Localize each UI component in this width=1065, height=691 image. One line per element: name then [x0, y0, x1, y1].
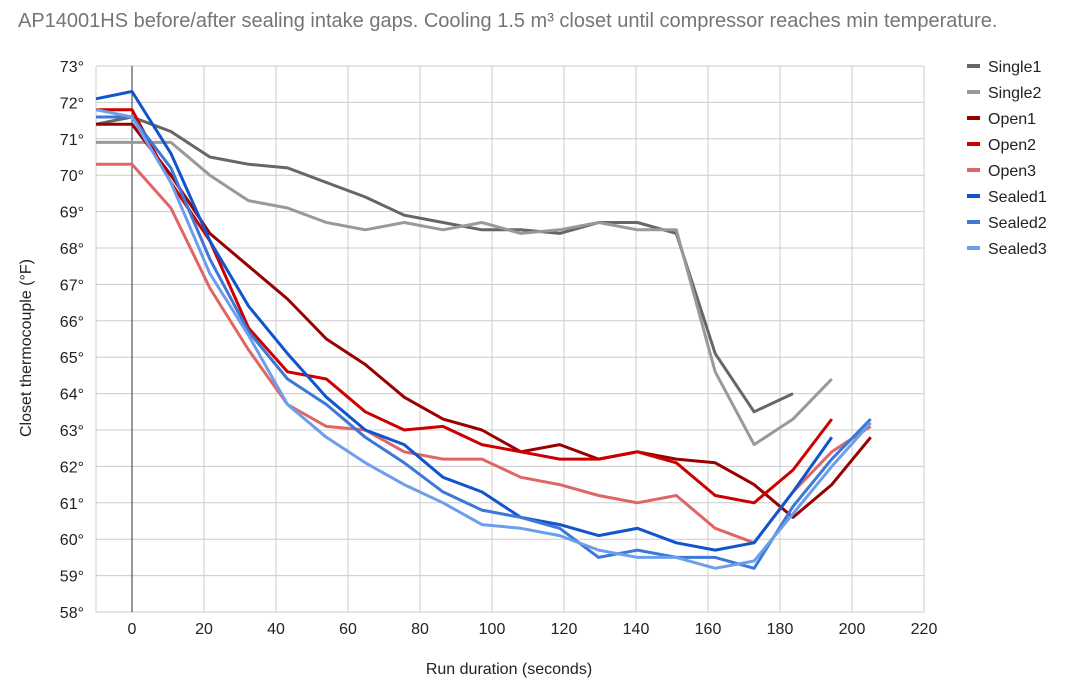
y-tick-label: 67° — [60, 277, 84, 294]
y-tick-label: 72° — [60, 95, 84, 112]
x-tick-label: 60 — [339, 621, 357, 638]
y-tick-label: 58° — [60, 605, 84, 622]
legend-label: Open1 — [988, 111, 1036, 128]
series-line-open1 — [96, 122, 872, 519]
series-line-single1 — [95, 115, 794, 414]
y-tick-label: 73° — [60, 59, 84, 76]
y-tick-label: 65° — [60, 350, 84, 367]
x-axis-label: Run duration (seconds) — [426, 661, 592, 678]
x-tick-label: 80 — [411, 621, 429, 638]
legend-label: Single1 — [988, 59, 1041, 76]
y-tick-label: 66° — [60, 314, 84, 331]
x-tick-label: 140 — [623, 621, 650, 638]
x-tick-label: 40 — [267, 621, 285, 638]
legend-label: Sealed3 — [988, 241, 1047, 258]
legend-label: Open3 — [988, 163, 1036, 180]
legend-label: Open2 — [988, 137, 1036, 154]
x-tick-label: 120 — [551, 621, 578, 638]
y-tick-label: 61° — [60, 496, 84, 513]
legend-label: Sealed1 — [988, 189, 1047, 206]
y-tick-label: 68° — [60, 241, 84, 258]
y-tick-label: 69° — [60, 205, 84, 222]
y-tick-label: 59° — [60, 569, 84, 586]
x-tick-label: 0 — [128, 621, 137, 638]
series-line-open3 — [96, 162, 872, 545]
series-line-open2 — [96, 108, 833, 505]
x-tick-label: 100 — [479, 621, 506, 638]
y-tick-label: 62° — [60, 459, 84, 476]
y-tick-label: 63° — [60, 423, 84, 440]
y-tick-label: 60° — [60, 532, 84, 549]
chart-title: AP14001HS before/after sealing intake ga… — [18, 10, 998, 32]
legend-label: Single2 — [988, 85, 1041, 102]
series-line-single2 — [96, 140, 833, 447]
series-line-sealed3 — [95, 108, 872, 570]
x-tick-label: 220 — [911, 621, 938, 638]
y-tick-label: 64° — [60, 387, 84, 404]
x-tick-label: 180 — [767, 621, 794, 638]
y-tick-label: 71° — [60, 132, 84, 149]
x-tick-label: 160 — [695, 621, 722, 638]
series-line-sealed1 — [95, 90, 834, 552]
legend-label: Sealed2 — [988, 215, 1047, 232]
y-tick-label: 70° — [60, 168, 84, 185]
x-tick-label: 200 — [839, 621, 866, 638]
x-tick-label: 20 — [195, 621, 213, 638]
y-axis-label: Closet thermocouple (°F) — [18, 259, 35, 437]
